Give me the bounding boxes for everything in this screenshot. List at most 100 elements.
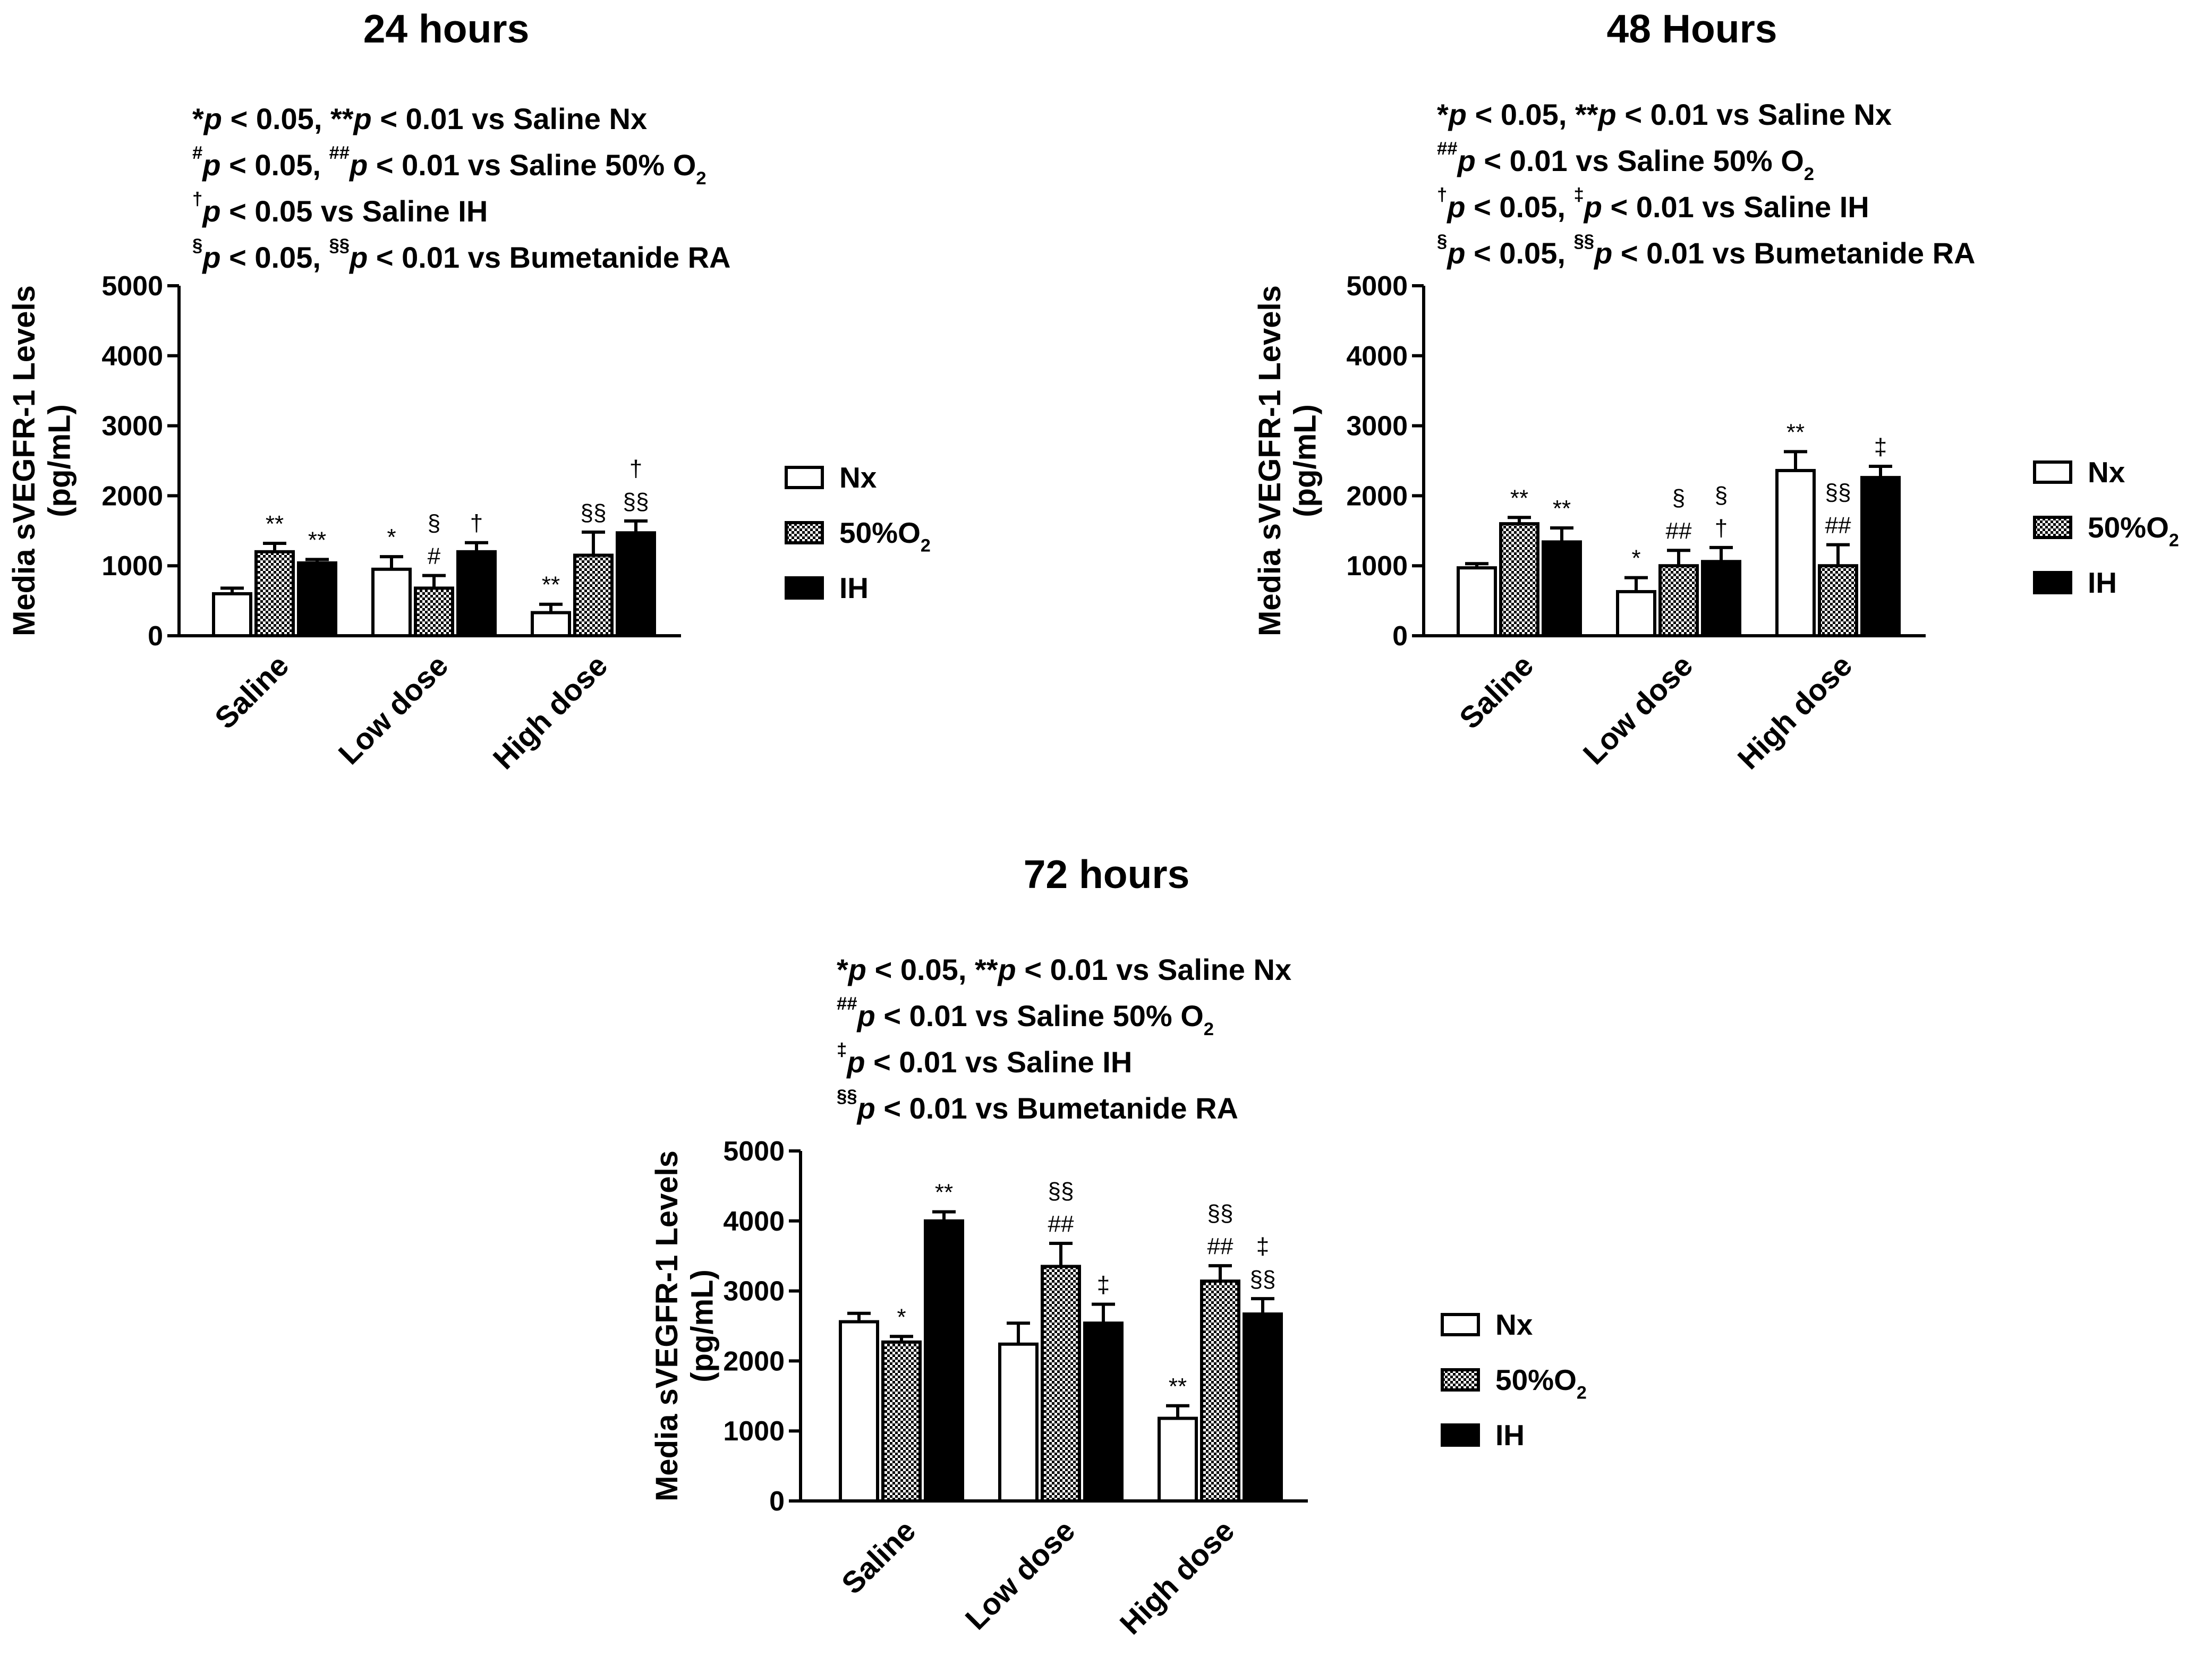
bar-o2	[1200, 1279, 1240, 1503]
bar-o2	[1041, 1265, 1081, 1503]
bar-o2	[1818, 564, 1858, 637]
significance-note: †p < 0.05, ‡p < 0.01 vs Saline IH	[1437, 185, 1869, 224]
legend-swatch-nx	[2033, 460, 2072, 484]
legend-swatch-ih	[785, 576, 824, 600]
significance-note: *p < 0.05, **p < 0.01 vs Saline Nx	[1437, 98, 1892, 131]
chart-panel-2: 48 Hours *p < 0.05, **p < 0.01 vs Saline …	[1253, 6, 2179, 776]
y-tick-label: 4000	[1346, 341, 1408, 372]
bar-o2	[881, 1340, 922, 1503]
significance-marker: †	[1715, 515, 1728, 541]
chart-title: 48 Hours	[1607, 6, 1777, 51]
legend-label-nx: Nx	[839, 461, 877, 494]
significance-note: *p < 0.05, **p < 0.01 vs Saline Nx	[837, 953, 1291, 986]
significance-marker: ##	[1207, 1233, 1233, 1259]
x-category-label: Saline	[208, 648, 295, 736]
bar-ih	[1083, 1321, 1124, 1503]
bar-nx	[1616, 590, 1656, 637]
legend-label-ih: IH	[839, 571, 869, 604]
y-axis-label: Media sVEGFR-1 Levels(pg/mL)	[650, 1150, 720, 1501]
significance-marker: §§	[581, 500, 607, 526]
bar-o2	[1658, 564, 1699, 637]
legend-swatch-nx	[785, 466, 824, 489]
significance-note: ##p < 0.01 vs Saline 50% O2	[837, 994, 1214, 1039]
x-category-label: High dose	[1113, 1514, 1241, 1641]
y-tick-label: 0	[769, 1486, 785, 1517]
significance-marker: *	[1631, 545, 1640, 571]
significance-marker: *	[387, 524, 396, 550]
bar-nx	[371, 567, 412, 638]
significance-marker: ##	[1048, 1211, 1074, 1237]
bar-ih	[616, 531, 656, 638]
chart-panel-1: 24 hours *p < 0.05, **p < 0.01 vs Saline …	[7, 6, 931, 776]
bar-ih	[1860, 476, 1901, 638]
x-category-label: High dose	[487, 648, 614, 776]
legend-swatch-ih	[1441, 1423, 1480, 1447]
significance-marker: §	[1715, 482, 1728, 508]
bar-nx	[1775, 468, 1816, 638]
chart-panel-3: 72 hours *p < 0.05, **p < 0.01 vs Saline …	[650, 852, 1587, 1641]
significance-note: ##p < 0.01 vs Saline 50% O2	[1437, 139, 1814, 184]
bar-nx	[212, 592, 252, 638]
y-tick-label: 4000	[101, 341, 163, 372]
significance-marker: †	[629, 456, 642, 482]
x-category-label: Low dose	[1577, 648, 1699, 771]
legend-label-nx: Nx	[1495, 1308, 1533, 1341]
significance-marker: ‡	[1874, 434, 1887, 460]
bar-o2	[414, 586, 454, 637]
significance-marker: **	[1553, 496, 1571, 522]
significance-note: †p < 0.05 vs Saline IH	[192, 189, 488, 228]
x-category-label: Saline	[835, 1514, 922, 1601]
y-tick-label: 0	[148, 621, 163, 652]
legend-swatch-ih	[2033, 571, 2072, 594]
legend-swatch-o2	[785, 521, 824, 544]
legend-swatch-nx	[1441, 1313, 1480, 1336]
significance-marker: §	[1672, 485, 1685, 511]
y-tick-label: 1000	[1346, 551, 1408, 582]
significance-note: §p < 0.05, §§p < 0.01 vs Bumetanide RA	[192, 235, 730, 274]
bar-nx	[1158, 1416, 1198, 1503]
significance-marker: §§	[1207, 1200, 1233, 1226]
significance-marker: **	[1786, 419, 1805, 445]
bar-ih	[1243, 1312, 1283, 1503]
chart-title: 24 hours	[363, 6, 530, 51]
significance-marker: **	[935, 1180, 953, 1206]
y-tick-label: 3000	[101, 411, 163, 442]
y-tick-label: 2000	[101, 481, 163, 511]
bar-nx	[998, 1342, 1039, 1503]
legend-label-o2: 50%O2	[1495, 1363, 1587, 1403]
legend-swatch-o2	[2033, 516, 2072, 539]
significance-marker: **	[308, 527, 326, 553]
significance-marker: *	[897, 1304, 906, 1330]
x-category-label: Saline	[1453, 648, 1540, 736]
significance-marker: §§	[623, 489, 649, 515]
bar-nx	[839, 1320, 879, 1503]
significance-marker: **	[266, 511, 284, 537]
bar-o2	[254, 550, 295, 637]
bar-nx	[1457, 566, 1497, 638]
x-category-label: Low dose	[959, 1514, 1082, 1636]
y-axis-label: Media sVEGFR-1 Levels(pg/mL)	[7, 285, 77, 636]
bar-ih	[456, 550, 497, 637]
legend-label-nx: Nx	[2088, 456, 2125, 489]
significance-marker: #	[428, 543, 441, 569]
significance-marker: §	[428, 510, 440, 536]
bar-ih	[924, 1219, 964, 1503]
y-tick-label: 1000	[723, 1416, 785, 1447]
significance-marker: **	[1169, 1373, 1187, 1400]
legend-label-ih: IH	[1495, 1419, 1525, 1452]
x-category-label: Low dose	[332, 648, 455, 771]
bar-ih	[1701, 560, 1741, 637]
significance-marker: §§	[1250, 1266, 1276, 1292]
y-tick-label: 5000	[723, 1136, 785, 1167]
chart-title: 72 hours	[1024, 852, 1190, 897]
y-tick-label: 1000	[101, 551, 163, 582]
significance-note: §§p < 0.01 vs Bumetanide RA	[837, 1086, 1238, 1125]
y-axis-label: Media sVEGFR-1 Levels(pg/mL)	[1253, 285, 1323, 636]
significance-marker: ‡	[1256, 1233, 1269, 1259]
bar-ih	[1542, 540, 1582, 637]
significance-marker: ‡	[1097, 1272, 1110, 1298]
y-tick-label: 2000	[1346, 481, 1408, 511]
x-category-label: High dose	[1731, 648, 1859, 776]
bar-nx	[531, 611, 571, 637]
